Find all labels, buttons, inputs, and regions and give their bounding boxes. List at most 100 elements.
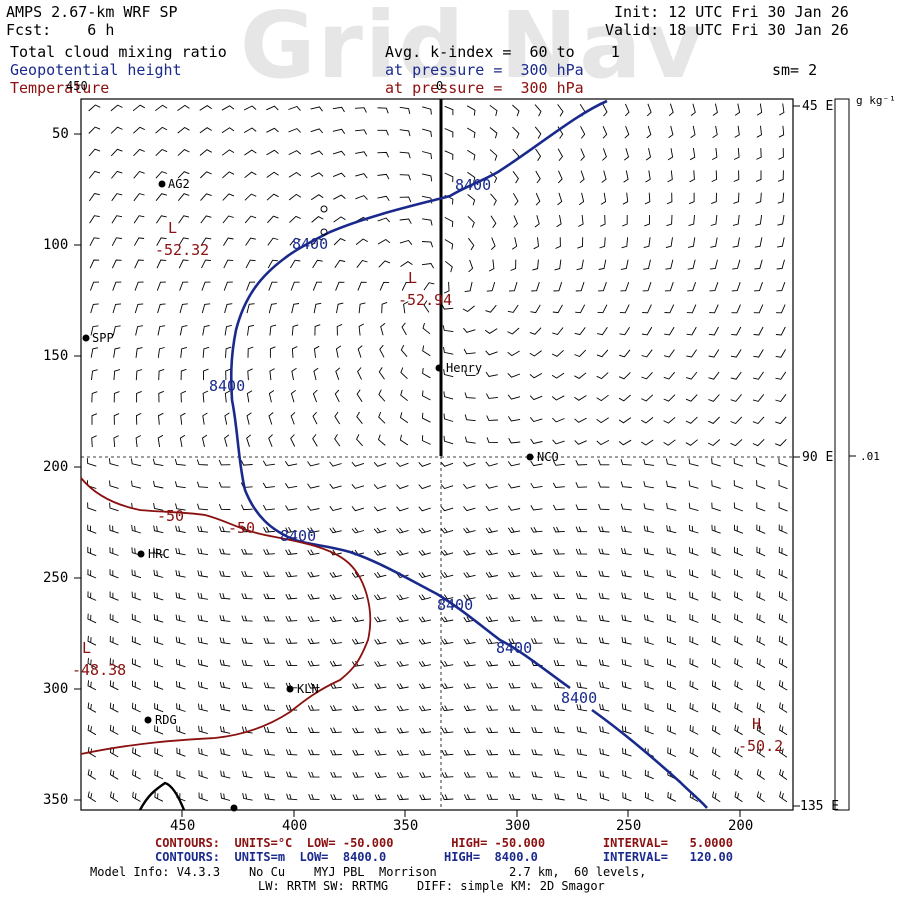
wind-barb <box>733 170 740 182</box>
wind-barb <box>621 570 632 578</box>
wind-barb <box>663 371 676 380</box>
wind-barb <box>399 239 413 245</box>
wind-barb <box>688 524 699 534</box>
wind-barb <box>312 389 318 403</box>
wind-barb <box>666 192 673 205</box>
wind-barb <box>197 614 208 623</box>
wind-barb <box>440 484 454 490</box>
wind-barb <box>620 459 632 466</box>
wind-barb <box>530 638 543 644</box>
wind-barb <box>396 638 409 645</box>
wind-barb <box>112 281 122 291</box>
wind-barb <box>732 214 740 226</box>
wind-barb <box>711 546 721 557</box>
wind-barb <box>690 103 696 116</box>
wind-barb <box>221 105 235 111</box>
wind-barb <box>241 637 253 644</box>
wind-barb <box>553 526 565 533</box>
wind-barb <box>486 393 498 399</box>
wind-barb <box>352 749 365 756</box>
wind-barb <box>778 480 788 490</box>
wind-barb <box>734 680 743 691</box>
wind-barb <box>224 412 230 425</box>
wind-barb <box>110 126 123 134</box>
wind-barb <box>666 214 673 227</box>
wind-barb <box>377 195 390 201</box>
wind-barb <box>269 324 277 336</box>
wind-barb <box>263 504 275 511</box>
wind-barb <box>351 638 365 645</box>
smoothing: sm= 2 <box>772 61 818 79</box>
wind-barb <box>644 636 654 645</box>
wind-barb <box>553 593 565 600</box>
wind-barb <box>374 683 387 689</box>
wind-barb <box>578 192 585 206</box>
high-value: -50.2 <box>738 737 784 755</box>
wind-barb <box>779 746 788 758</box>
wind-barb <box>489 149 498 161</box>
wind-barb <box>247 368 253 381</box>
wind-barb <box>266 105 279 111</box>
wind-barb <box>529 373 543 379</box>
wind-barb <box>156 281 166 291</box>
wind-barb <box>507 461 521 467</box>
watermark: Grid Nav <box>240 0 706 99</box>
wind-barb <box>351 616 365 623</box>
wind-barb <box>552 482 565 488</box>
wind-barb <box>136 390 142 403</box>
wind-barb <box>575 526 588 533</box>
wind-barb <box>223 259 234 269</box>
wind-barb <box>534 104 542 117</box>
wind-barb <box>444 105 454 116</box>
wind-barb <box>468 237 475 251</box>
wind-barb <box>513 193 519 206</box>
wind-barb <box>154 725 164 735</box>
wind-barb <box>153 503 164 511</box>
wind-barb <box>91 413 98 425</box>
wind-barb <box>289 215 301 223</box>
wind-barb <box>153 547 164 556</box>
wind-barb <box>87 546 97 557</box>
wind-barb <box>576 681 588 689</box>
wind-barb <box>113 413 120 425</box>
wind-barb <box>111 215 123 224</box>
field-temperature: Temperature <box>10 79 110 97</box>
wind-barb <box>534 126 542 139</box>
wind-barb <box>463 616 476 623</box>
wind-barb <box>711 170 718 183</box>
wind-barb <box>440 549 454 556</box>
wind-barb <box>596 394 609 402</box>
wind-barb <box>418 616 431 623</box>
wind-barb <box>667 747 677 758</box>
wind-barb <box>421 241 434 248</box>
wind-barb <box>513 215 519 228</box>
wind-barb <box>310 128 324 134</box>
wind-barb <box>244 193 257 201</box>
wind-barb <box>663 439 676 446</box>
wind-barb <box>179 434 186 447</box>
wind-barb <box>91 369 98 381</box>
wind-barb <box>88 148 101 157</box>
wind-barb <box>155 171 168 179</box>
wind-barb <box>776 304 786 314</box>
wind-barb <box>285 505 298 511</box>
wind-barb <box>778 103 785 116</box>
wind-barb <box>351 594 365 601</box>
wind-barb <box>753 371 764 380</box>
wind-barb <box>664 304 675 314</box>
wind-barb <box>508 505 521 511</box>
wind-barb <box>422 322 431 335</box>
wind-barb <box>241 615 253 622</box>
wind-barb <box>485 483 498 489</box>
wind-barb <box>688 480 699 489</box>
wind-barb <box>552 417 565 423</box>
wind-barb <box>441 660 454 667</box>
wind-barb <box>463 660 476 667</box>
wind-barb <box>485 571 498 578</box>
wind-barb <box>399 218 412 224</box>
wind-barb <box>601 170 607 183</box>
wind-barb <box>618 372 631 380</box>
wind-barb <box>290 434 296 447</box>
left-tick-label: 100 <box>43 237 69 253</box>
wind-barb <box>553 704 565 711</box>
